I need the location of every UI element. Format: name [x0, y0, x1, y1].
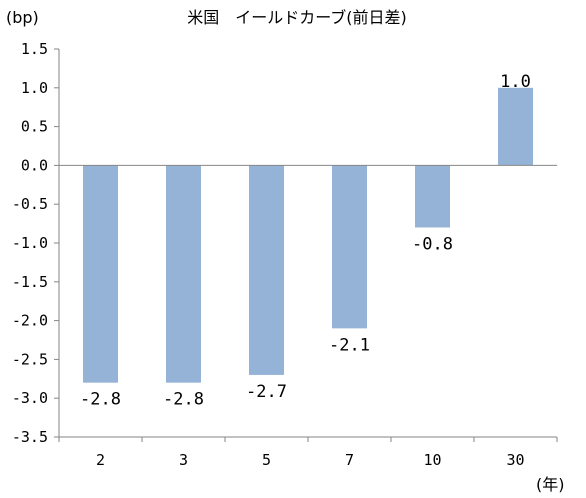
- y-tick-label: 0.5: [21, 118, 48, 136]
- x-tick-label: 30: [506, 451, 524, 469]
- bar: [249, 165, 284, 375]
- x-tick-label: 7: [345, 451, 354, 469]
- y-tick-label: -1.5: [12, 273, 48, 291]
- y-tick-label: 0.0: [21, 156, 48, 174]
- y-tick-label: -3.0: [12, 389, 48, 407]
- bar: [83, 165, 118, 383]
- data-label: -0.8: [412, 234, 453, 254]
- y-tick-label: -2.5: [12, 350, 48, 368]
- y-axis-unit-label: (bp): [6, 8, 39, 27]
- data-label: -2.7: [246, 382, 287, 402]
- bar: [332, 165, 367, 329]
- x-tick-label: 10: [423, 451, 441, 469]
- chart-title: 米国 イールドカーブ(前日差): [187, 8, 407, 27]
- x-tick-label: 2: [96, 451, 105, 469]
- bar: [415, 165, 450, 228]
- y-tick-label: -2.0: [12, 312, 48, 330]
- x-axis-unit-label: (年): [536, 475, 565, 494]
- y-tick-label: 1.0: [21, 79, 48, 97]
- y-tick-label: -1.0: [12, 234, 48, 252]
- y-tick-label: 1.5: [21, 40, 48, 58]
- bar: [166, 165, 201, 383]
- data-label: -2.8: [80, 390, 121, 410]
- x-tick-label: 5: [262, 451, 271, 469]
- data-label: 1.0: [500, 72, 531, 92]
- bar: [498, 87, 533, 166]
- data-label: -2.8: [163, 390, 204, 410]
- x-tick-label: 3: [179, 451, 188, 469]
- y-tick-label: -3.5: [12, 428, 48, 446]
- data-label: -2.1: [329, 335, 370, 355]
- plot-area: 1.5 1.0 0.5 0.0 -0.5 -1.0 -1.5 -2.0 -2.5 -3.0 -3.5…: [12, 40, 558, 469]
- y-tick-label: -0.5: [12, 195, 48, 213]
